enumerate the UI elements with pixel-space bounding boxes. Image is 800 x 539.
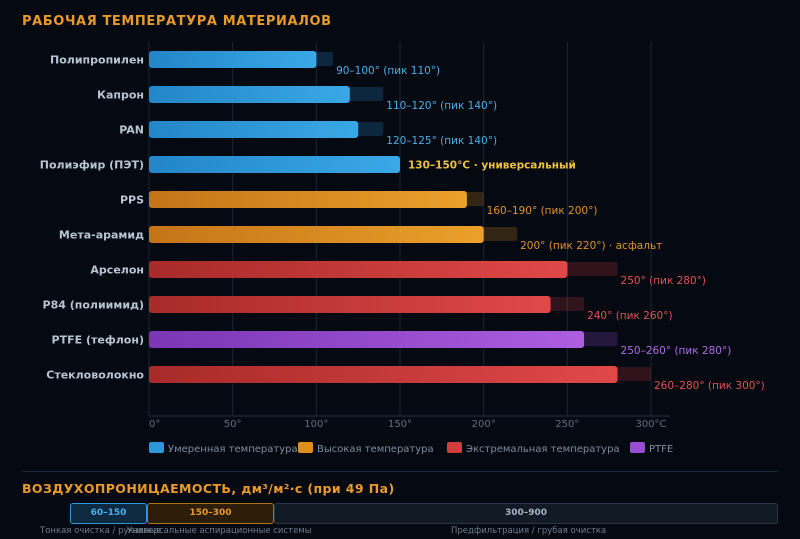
bar <box>149 191 467 208</box>
category-label: PTFE (тефлон) <box>52 334 144 347</box>
legend-label: PTFE <box>649 444 673 455</box>
legend-label: Высокая температура <box>317 444 434 455</box>
category-label: Полиэфир (ПЭТ) <box>40 159 144 172</box>
bar <box>149 261 568 278</box>
bar <box>149 156 400 173</box>
peak-bar <box>462 192 484 206</box>
category-label: Мета-арамид <box>59 229 144 242</box>
bar <box>149 121 359 138</box>
peak-bar <box>354 122 384 136</box>
value-label: 110–120° (пик 140°) <box>386 100 497 112</box>
peak-bar <box>479 227 518 241</box>
legend-swatch <box>447 442 462 453</box>
temperature-chart: Полипропилен 90–100° (пик 110°) Капрон 110–… <box>40 42 765 455</box>
category-label: PAN <box>119 124 144 137</box>
category-label: Арселон <box>90 264 144 277</box>
x-tick-label: 0° <box>149 419 160 430</box>
category-label: Капрон <box>97 89 144 102</box>
permeability-range-fine: 60–150 <box>70 503 147 524</box>
value-label: 160–190° (пик 200°) <box>487 205 598 217</box>
chart-title: РАБОЧАЯ ТЕМПЕРАТУРА МАТЕРИАЛОВ <box>22 14 332 29</box>
section-divider <box>22 471 778 472</box>
permeability-note-fine: Тонкая очистка / рукавные <box>40 526 162 536</box>
bar <box>149 51 317 68</box>
permeability-range-coarse: 300–900 <box>274 503 778 524</box>
peak-bar <box>312 52 334 66</box>
peak-bar <box>613 367 651 381</box>
x-tick-label: 300°C <box>635 419 666 430</box>
peak-bar <box>546 297 585 311</box>
category-label: Полипропилен <box>50 54 144 67</box>
value-label: 200° (пик 220°) · асфальт <box>520 240 662 252</box>
legend-label: Экстремальная температура <box>466 444 620 455</box>
bar <box>149 86 350 103</box>
category-label: Стекловолокно <box>46 369 144 382</box>
value-label: 120–125° (пик 140°) <box>386 135 497 147</box>
x-tick-label: 150° <box>388 419 412 430</box>
x-tick-label: 100° <box>304 419 328 430</box>
peak-bar <box>345 87 384 101</box>
legend-swatch <box>149 442 164 453</box>
value-label: 250° (пик 280°) <box>621 275 706 287</box>
value-label: 250–260° (пик 280°) <box>621 345 732 357</box>
bar <box>149 296 551 313</box>
category-label: PPS <box>120 194 144 207</box>
legend-swatch <box>630 442 645 453</box>
permeability-note-universal: Универсальные аспирационные системы <box>127 526 312 536</box>
category-label: P84 (полиимид) <box>43 299 144 312</box>
value-label: 130–150°C · универсальный <box>408 160 576 172</box>
x-tick-label: 250° <box>555 419 579 430</box>
legend-label: Умеренная температура <box>168 444 298 455</box>
x-tick-label: 50° <box>224 419 242 430</box>
value-label: 90–100° (пик 110°) <box>336 65 440 77</box>
peak-bar <box>580 332 618 346</box>
legend-swatch <box>298 442 313 453</box>
bar <box>149 331 585 348</box>
permeability-note-coarse: Предфильтрация / грубая очистка <box>451 526 607 536</box>
value-label: 240° (пик 260°) <box>587 310 672 322</box>
permeability-title: ВОЗДУХОПРОНИЦАЕМОСТЬ, дм³/м²·с (при 49 П… <box>22 481 395 496</box>
permeability-range-universal: 150–300 <box>147 503 274 524</box>
value-label: 260–280° (пик 300°) <box>654 380 765 392</box>
peak-bar <box>563 262 618 276</box>
bar <box>149 366 618 383</box>
bar <box>149 226 484 243</box>
x-tick-label: 200° <box>472 419 496 430</box>
